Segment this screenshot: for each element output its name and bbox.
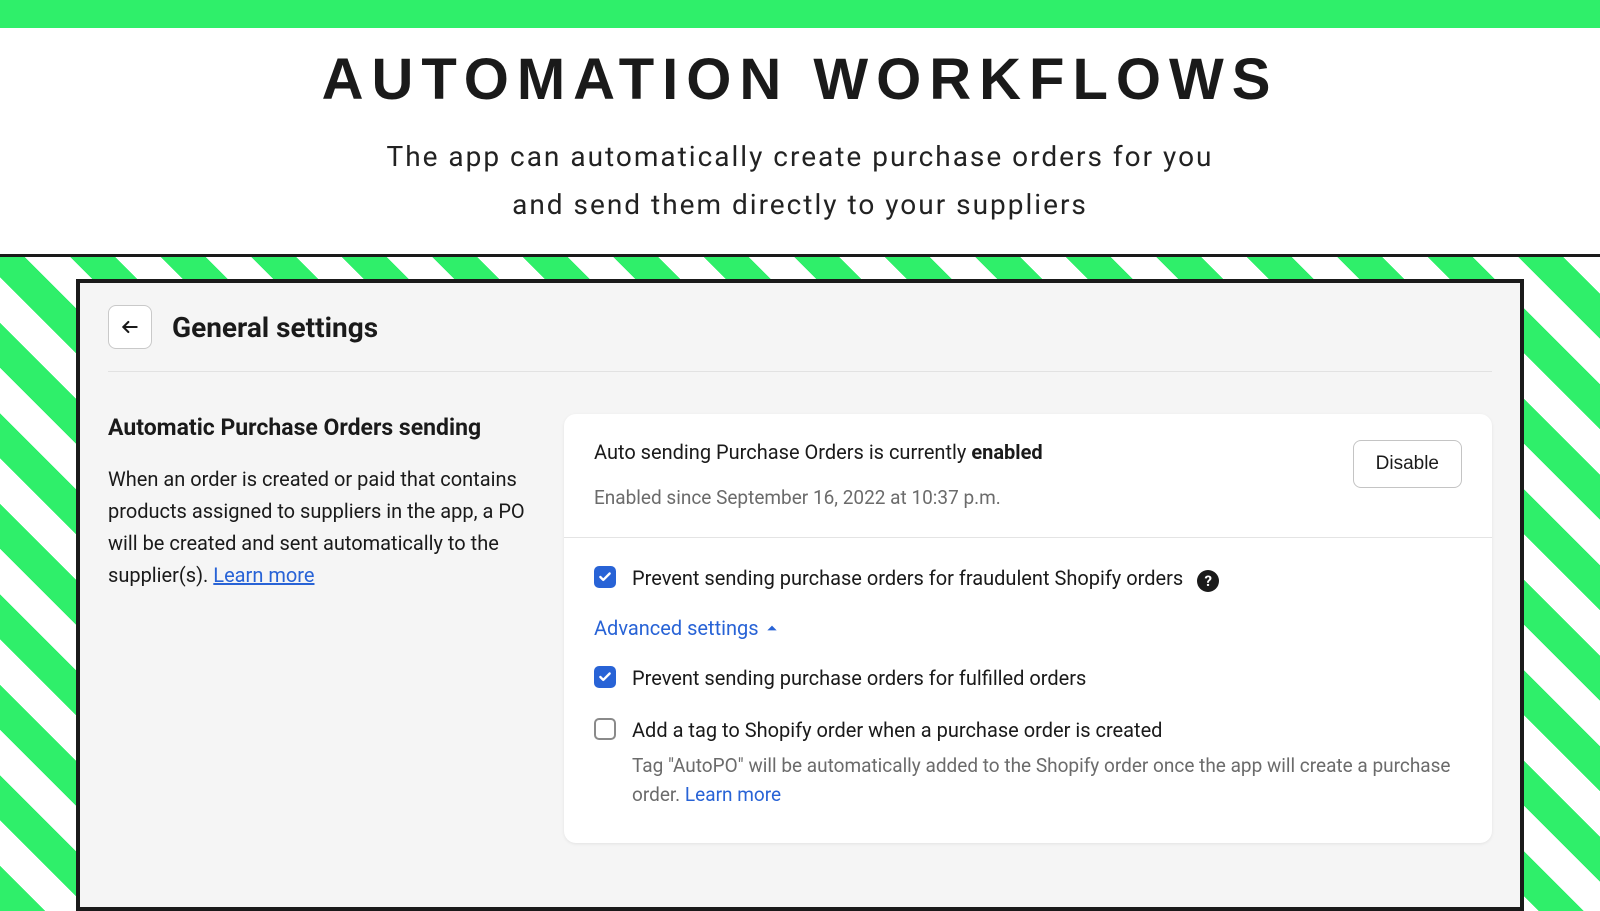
help-icon[interactable]: ?: [1197, 570, 1219, 592]
option-label: Prevent sending purchase orders for fulf…: [632, 666, 1086, 690]
disable-button[interactable]: Disable: [1353, 440, 1462, 488]
check-icon: [598, 670, 612, 684]
option-description: Tag "AutoPO" will be automatically added…: [632, 752, 1462, 809]
section-description: When an order is created or paid that co…: [108, 463, 528, 591]
section-info: Automatic Purchase Orders sending When a…: [108, 414, 528, 843]
checkbox-add-tag[interactable]: [594, 718, 616, 740]
caret-up-icon: [765, 621, 779, 635]
top-accent-bar: [0, 0, 1600, 28]
app-window: General settings Automatic Purchase Orde…: [76, 279, 1524, 911]
promo-title: AUTOMATION WORKFLOWS: [0, 46, 1600, 113]
promo-subtitle: The app can automatically create purchas…: [0, 133, 1600, 228]
option-prevent-fraud[interactable]: Prevent sending purchase orders for frau…: [594, 564, 1462, 592]
status-text: Auto sending Purchase Orders is currentl…: [594, 440, 1043, 464]
promo-header: AUTOMATION WORKFLOWS The app can automat…: [0, 28, 1600, 257]
checkbox-prevent-fraud[interactable]: [594, 566, 616, 588]
settings-card: Auto sending Purchase Orders is currentl…: [564, 414, 1492, 843]
option-label: Prevent sending purchase orders for frau…: [632, 566, 1183, 590]
learn-more-link[interactable]: Learn more: [685, 783, 781, 806]
option-label: Add a tag to Shopify order when a purcha…: [632, 718, 1162, 742]
stripe-background: General settings Automatic Purchase Orde…: [0, 257, 1600, 911]
section-title: Automatic Purchase Orders sending: [108, 414, 528, 441]
arrow-left-icon: [120, 317, 140, 337]
learn-more-link[interactable]: Learn more: [213, 563, 314, 587]
page-header: General settings: [108, 305, 1492, 372]
checkbox-prevent-fulfilled[interactable]: [594, 666, 616, 688]
advanced-settings-toggle[interactable]: Advanced settings: [594, 616, 779, 640]
option-add-tag[interactable]: Add a tag to Shopify order when a purcha…: [594, 716, 1462, 809]
page-title: General settings: [172, 311, 378, 344]
check-icon: [598, 570, 612, 584]
option-prevent-fulfilled[interactable]: Prevent sending purchase orders for fulf…: [594, 664, 1462, 692]
status-since: Enabled since September 16, 2022 at 10:3…: [594, 486, 1043, 509]
back-button[interactable]: [108, 305, 152, 349]
